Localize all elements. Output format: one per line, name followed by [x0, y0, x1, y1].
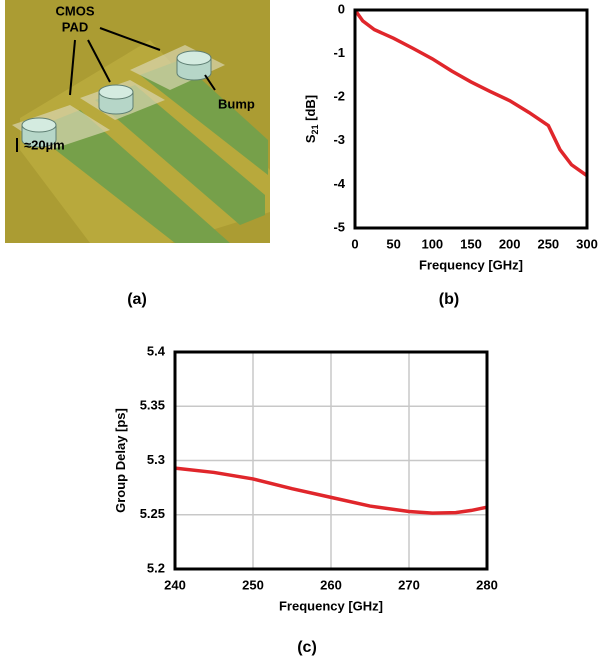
y-tick-label: -5 — [333, 219, 345, 234]
y-tick-label: -3 — [333, 132, 345, 147]
y-axis-label-unit: [dB] — [303, 95, 318, 125]
x-tick-label: 200 — [499, 236, 521, 251]
data-line — [355, 10, 587, 176]
y-tick-label: 5.35 — [140, 398, 165, 413]
caption: (b) — [439, 291, 459, 308]
page: CMOS PAD Bump ≈20µm (a) 0 50 100 150 200 250 3… — [0, 0, 601, 670]
height-label: ≈20µm — [24, 137, 65, 152]
y-axis-label-subscript: 21 — [310, 124, 320, 134]
x-axis-label: Frequency [GHz] — [279, 598, 383, 613]
y-axis-label: S21 [dB] — [303, 95, 320, 143]
x-tick-label: 50 — [386, 236, 400, 251]
illustration: CMOS PAD Bump ≈20µm — [5, 0, 270, 243]
figure: CMOS PAD Bump ≈20µm (a) 0 50 100 150 200 250 3… — [0, 0, 601, 665]
y-tick-label: 5.4 — [147, 343, 166, 358]
caption: (a) — [127, 291, 147, 308]
y-tick-label: 5.25 — [140, 506, 165, 521]
x-axis-label: Frequency [GHz] — [419, 257, 523, 272]
x-tick-label: 240 — [164, 577, 186, 592]
plot-frame — [355, 10, 587, 228]
y-tick-label: -4 — [333, 176, 345, 191]
x-tick-label: 100 — [421, 236, 443, 251]
x-tick-label: 270 — [398, 577, 420, 592]
x-tick-label: 280 — [476, 577, 498, 592]
x-tick-label: 300 — [576, 236, 598, 251]
y-tick-label: 0 — [338, 1, 345, 16]
pad-label: CMOS — [56, 3, 95, 18]
pad-label: PAD — [62, 19, 88, 34]
y-tick-label: -2 — [333, 89, 345, 104]
y-tick-label: 5.3 — [147, 452, 165, 467]
x-tick-label: 260 — [320, 577, 342, 592]
x-tick-label: 250 — [537, 236, 559, 251]
caption: (c) — [297, 639, 317, 656]
y-axis-label: Group Delay [ps] — [113, 408, 128, 513]
x-tick-label: 150 — [460, 236, 482, 251]
y-axis-label-text: Group Delay [ps] — [113, 408, 128, 513]
x-tick-label: 0 — [351, 236, 358, 251]
y-tick-label: -1 — [333, 45, 345, 60]
x-tick-label: 250 — [242, 577, 264, 592]
bump-label: Bump — [218, 96, 255, 111]
y-axis-label-text: S — [303, 134, 318, 143]
y-tick-label: 5.2 — [147, 560, 165, 575]
